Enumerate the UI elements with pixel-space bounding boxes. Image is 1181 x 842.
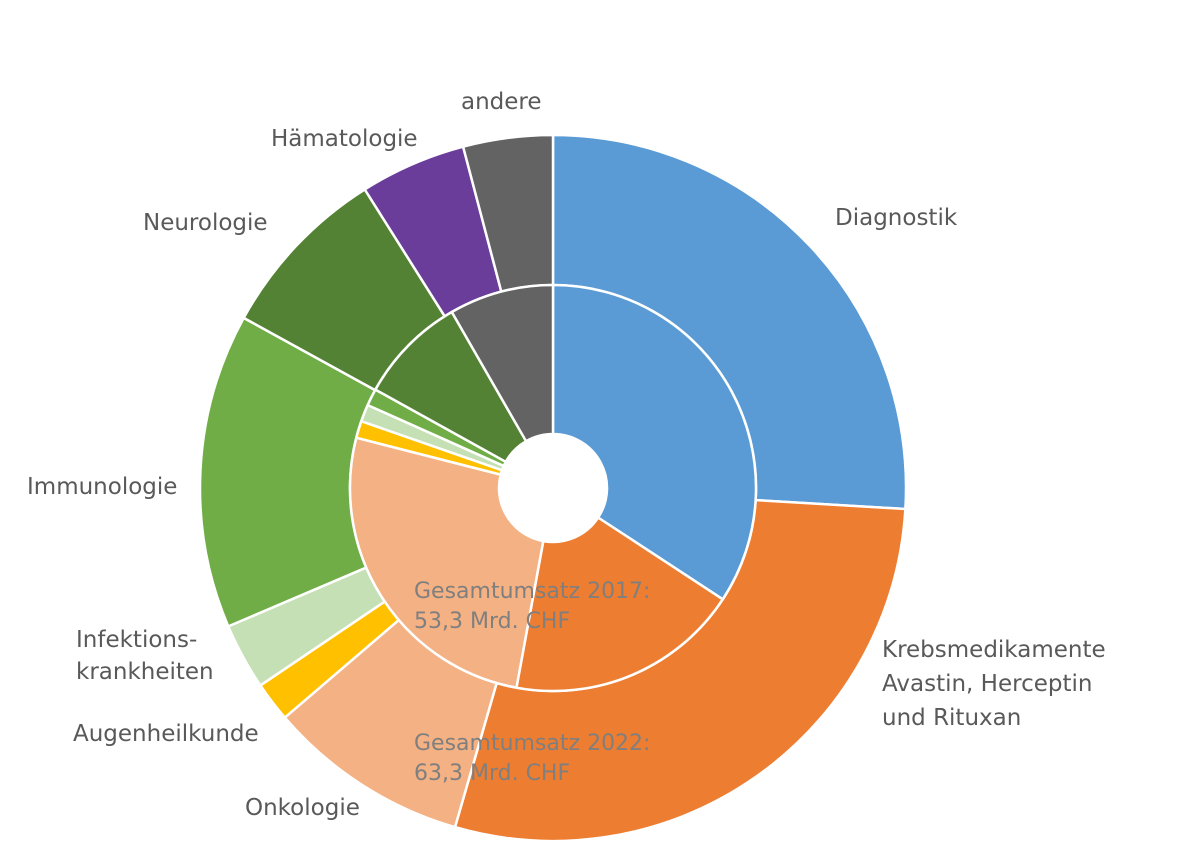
label-immunologie: Immunologie xyxy=(27,474,178,500)
label-neurologie: Neurologie xyxy=(143,210,268,236)
slice-inner-krebsmedikamente xyxy=(515,516,725,693)
label-krebsmedikamente-line-3: und Rituxan xyxy=(882,705,1022,731)
note-total-2017-line-2: 53,3 Mrd. CHF xyxy=(414,609,571,634)
label-infektionskrankheiten-line-2: krankheiten xyxy=(76,659,214,685)
label-krebsmedikamente-line-2: Avastin, Herceptin xyxy=(882,671,1093,697)
slice-inner-andere xyxy=(450,283,555,443)
label-haematologie: Hämatologie xyxy=(271,126,418,152)
label-augenheilkunde: Augenheilkunde xyxy=(73,721,259,747)
label-onkologie: Onkologie xyxy=(245,795,360,821)
label-diagnostik: Diagnostik xyxy=(835,205,958,231)
label-andere: andere xyxy=(461,89,542,115)
slice-inner-neurologie xyxy=(374,310,528,464)
slice-inner-onkologie xyxy=(348,436,545,689)
note-total-2017-line-1: Gesamtumsatz 2017: xyxy=(414,579,651,604)
note-total-2022-line-2: 63,3 Mrd. CHF xyxy=(414,761,571,786)
label-infektionskrankheiten-line-1: Infektions- xyxy=(76,627,198,653)
label-krebsmedikamente-line-1: Krebsmedikamente xyxy=(882,637,1106,663)
note-total-2022-line-1: Gesamtumsatz 2022: xyxy=(414,731,651,756)
inner-ring-2017 xyxy=(348,283,758,693)
